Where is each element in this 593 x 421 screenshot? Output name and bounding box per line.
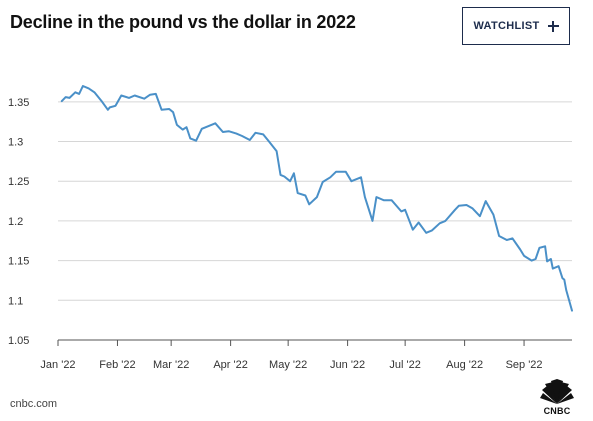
x-tick-label: Apr '22 — [213, 359, 248, 371]
gridlines — [58, 101, 572, 301]
series-line-gbp-usd — [60, 85, 573, 312]
series-layer — [60, 85, 573, 312]
x-tick-label: Aug '22 — [446, 359, 483, 371]
y-tick-label: 1.35 — [8, 97, 29, 109]
y-tick-label: 1.05 — [8, 335, 29, 347]
y-tick-label: 1.15 — [8, 256, 29, 268]
y-tick-label: 1.3 — [8, 137, 23, 149]
peacock-icon — [540, 379, 574, 404]
y-tick-label: 1.1 — [8, 295, 23, 307]
x-tick-label: Sep '22 — [506, 359, 543, 371]
x-tick-label: Jan '22 — [40, 359, 75, 371]
watchlist-label: WATCHLIST — [473, 20, 540, 32]
y-axis-tick-labels: 1.05 1.1 1.15 1.2 1.25 1.3 1.35 — [8, 97, 29, 347]
x-tick-label: Jun '22 — [330, 359, 365, 371]
chart-title: Decline in the pound vs the dollar in 20… — [10, 12, 356, 32]
watchlist-button[interactable]: WATCHLIST — [462, 7, 570, 45]
y-tick-label: 1.2 — [8, 216, 23, 228]
plus-icon — [547, 20, 559, 32]
x-tick-label: May '22 — [269, 359, 307, 371]
source-label: cnbc.com — [10, 398, 58, 410]
y-tick-label: 1.25 — [8, 176, 29, 188]
x-tick-label: Feb '22 — [99, 359, 135, 371]
x-tick-label: Mar '22 — [153, 359, 189, 371]
x-tick-label: Jul '22 — [389, 359, 420, 371]
logo-text: CNBC — [543, 406, 571, 416]
cnbc-peacock-logo: CNBC — [535, 378, 579, 418]
x-axis: Jan '22 Feb '22 Mar '22 Apr '22 May '22 Jun '… — [40, 339, 572, 371]
